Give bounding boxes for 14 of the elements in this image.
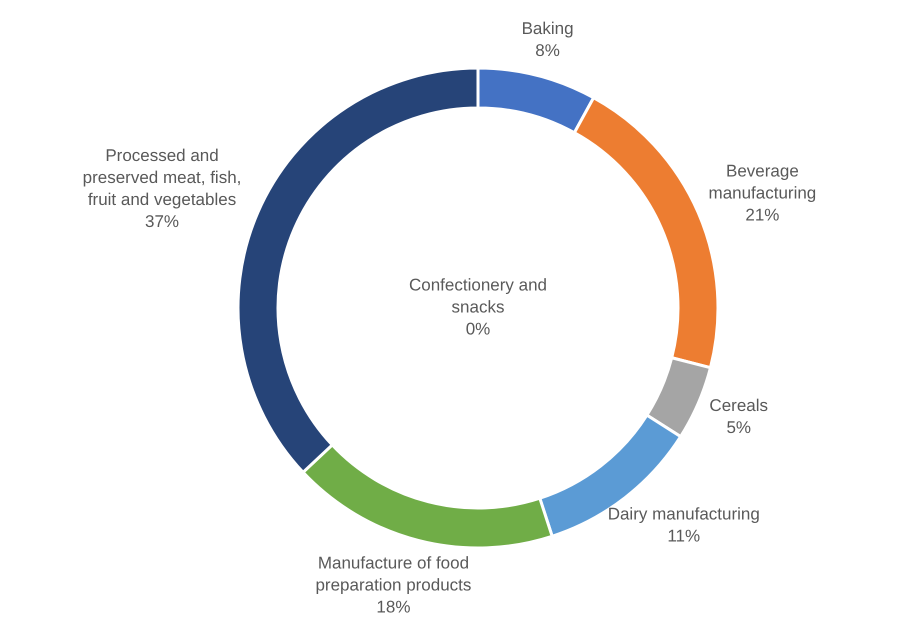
slice-label: Dairy manufacturing bbox=[608, 504, 760, 524]
data-label: 21% bbox=[745, 206, 780, 225]
data-label: 8% bbox=[535, 41, 560, 60]
slice-label: Cereals bbox=[709, 396, 768, 416]
slice-label: Beverage manufacturing bbox=[708, 162, 816, 203]
data-label: 37% bbox=[145, 212, 180, 232]
data-label: 11% bbox=[667, 526, 700, 546]
data-label: 18% bbox=[376, 597, 410, 616]
slice-label: Baking bbox=[522, 19, 574, 38]
category-label: Confectionery and snacks bbox=[409, 275, 547, 316]
slice-label: Manufacture of food preparation products bbox=[315, 553, 472, 594]
slice-label: Processed and preserved meat, fish, fruit and vegetables bbox=[82, 146, 242, 210]
data-label: 5% bbox=[726, 418, 752, 438]
text: 0% bbox=[466, 319, 490, 338]
